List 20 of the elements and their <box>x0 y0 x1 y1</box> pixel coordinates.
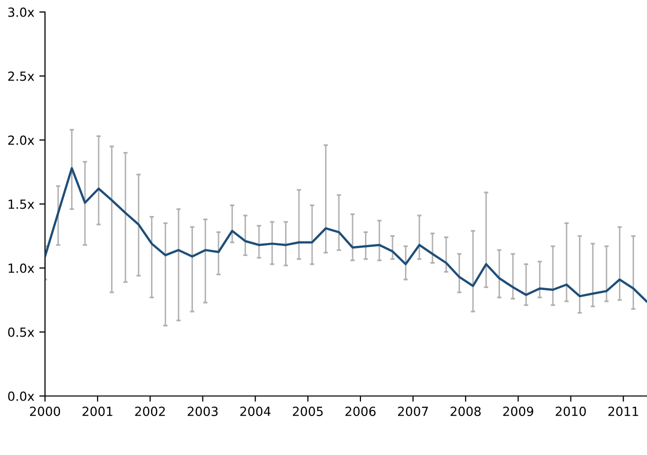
x-tick-label: 2002 <box>135 406 165 416</box>
y-tick-label: 0.0x <box>8 391 34 401</box>
x-tick-label: 2004 <box>240 406 271 416</box>
y-tick-label: 2.0x <box>8 135 34 145</box>
x-tick-label: 2000 <box>30 406 60 416</box>
y-tick-label: 1.5x <box>8 200 34 209</box>
x-tick-label: 2008 <box>450 406 481 416</box>
y-tick-label: 3.0x <box>8 7 34 17</box>
line-series <box>45 167 647 302</box>
x-tick-label: 2007 <box>398 406 428 416</box>
x-tick-label: 2010 <box>556 406 586 416</box>
x-tick-label: 2003 <box>188 406 218 416</box>
x-tick-label: 2001 <box>82 406 112 416</box>
x-tick-label: 2011 <box>608 406 638 416</box>
x-tick-label: 2009 <box>503 406 534 416</box>
x-tick-label: 2006 <box>345 406 376 416</box>
x-tick-label: 2005 <box>292 406 323 416</box>
y-tick-label: 1.0x <box>8 263 34 273</box>
y-tick-label: 0.5x <box>8 327 34 337</box>
y-tick-label: 2.5x <box>8 71 34 81</box>
